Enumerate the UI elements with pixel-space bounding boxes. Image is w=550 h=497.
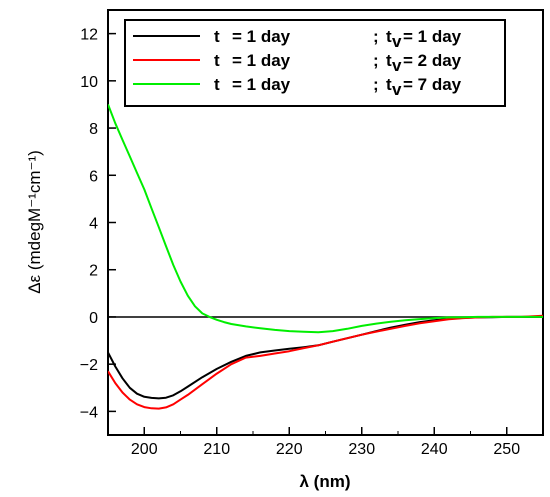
legend-t-value: = 1 day	[232, 27, 291, 46]
legend-tv-symbol: t	[386, 27, 392, 46]
y-tick-label: 12	[80, 27, 98, 44]
legend-separator: ;	[373, 51, 379, 70]
legend-entry-1: t = 1 day; t v = 1 day	[214, 27, 462, 51]
legend-separator: ;	[373, 27, 379, 46]
axis-ticks: 200 210 220 230 240 250 −4 −2 0 2 4 6 8 10 12	[80, 27, 544, 458]
legend-tv-subscript: v	[392, 80, 402, 99]
series-layer	[108, 104, 543, 410]
legend-box	[124, 19, 506, 107]
legend-tv-symbol: t	[386, 51, 392, 70]
x-tick-label: 210	[203, 441, 230, 458]
x-tick-label: 220	[276, 441, 303, 458]
y-tick-label: 2	[89, 263, 98, 280]
y-axis-title: Δε (mdegM⁻¹cm⁻¹)	[25, 150, 44, 294]
y-tick-label: 0	[89, 310, 98, 327]
legend-tv-value: = 2 day	[403, 51, 462, 70]
legend-tv-subscript: v	[392, 32, 402, 51]
legend-entry-3: t = 1 day; t v = 7 day	[214, 75, 462, 99]
y-tick-label: −4	[80, 404, 98, 421]
legend-t-symbol: t	[214, 27, 220, 46]
legend-tv-value: = 1 day	[403, 27, 462, 46]
legend-separator: ;	[373, 75, 379, 94]
x-tick-label: 250	[493, 441, 520, 458]
y-tick-label: 4	[89, 216, 98, 233]
x-tick-label: 240	[421, 441, 448, 458]
legend-entry-2: t = 1 day; t v = 2 day	[214, 51, 462, 75]
x-axis-title: λ (nm)	[300, 472, 351, 491]
y-tick-label: 10	[80, 74, 98, 91]
y-tick-label: 6	[89, 168, 98, 185]
legend-t-value: = 1 day	[232, 75, 291, 94]
legend-t-symbol: t	[214, 51, 220, 70]
legend-tv-subscript: v	[392, 56, 402, 75]
x-tick-label: 230	[348, 441, 375, 458]
legend-t-value: = 1 day	[232, 51, 291, 70]
series-line-2	[108, 314, 543, 410]
legend-t-symbol: t	[214, 75, 220, 94]
legend-tv-value: = 7 day	[403, 75, 462, 94]
x-tick-label: 200	[131, 441, 158, 458]
series-line-3	[108, 104, 543, 334]
y-tick-label: 8	[89, 121, 98, 138]
legend-tv-symbol: t	[386, 75, 392, 94]
y-tick-label: −2	[80, 357, 98, 374]
